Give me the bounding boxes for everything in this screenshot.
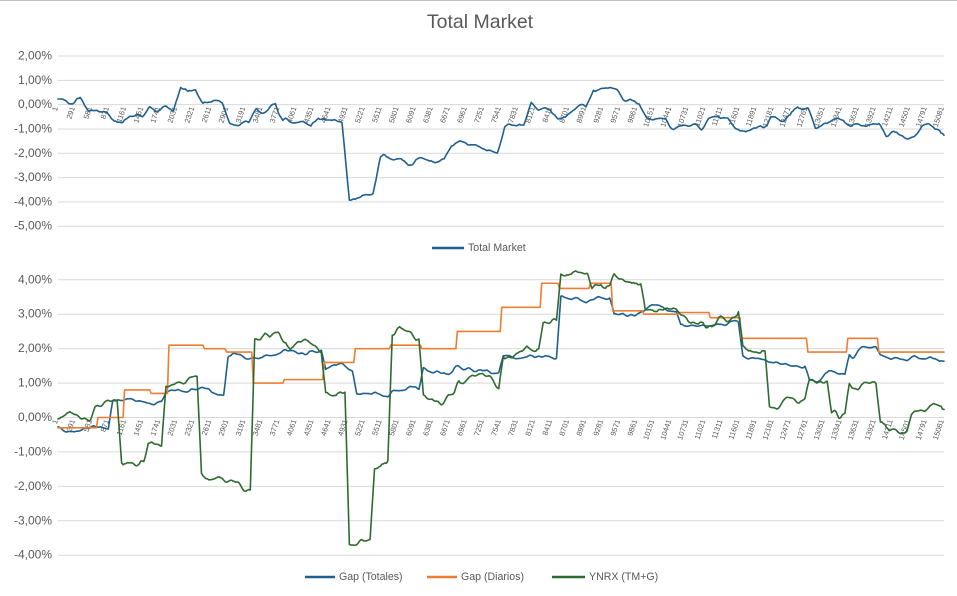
svg-text:YNRX (TM+G): YNRX (TM+G) [589, 571, 658, 583]
svg-text:4061: 4061 [285, 418, 299, 437]
svg-text:7831: 7831 [506, 105, 520, 124]
svg-text:5221: 5221 [353, 418, 367, 437]
svg-text:9571: 9571 [608, 418, 622, 437]
svg-text:1,00%: 1,00% [18, 73, 52, 87]
svg-text:10441: 10441 [658, 418, 673, 441]
svg-text:3,00%: 3,00% [18, 307, 52, 321]
svg-text:12471: 12471 [778, 418, 793, 441]
svg-text:Gap (Totales): Gap (Totales) [339, 571, 403, 583]
svg-text:9861: 9861 [626, 105, 640, 124]
svg-text:4,00%: 4,00% [18, 272, 52, 286]
svg-text:-4,00%: -4,00% [14, 194, 52, 208]
svg-text:4061: 4061 [285, 105, 299, 124]
svg-text:8701: 8701 [557, 105, 571, 124]
svg-text:13341: 13341 [829, 418, 844, 441]
svg-text:13341: 13341 [829, 105, 844, 128]
svg-text:15081: 15081 [931, 418, 946, 441]
svg-text:871: 871 [99, 105, 111, 120]
svg-text:4641: 4641 [319, 418, 333, 437]
svg-text:5511: 5511 [370, 105, 384, 123]
svg-text:5511: 5511 [370, 418, 384, 436]
svg-text:1: 1 [50, 105, 60, 112]
svg-text:6381: 6381 [421, 418, 435, 437]
svg-text:-1,00%: -1,00% [14, 121, 52, 135]
svg-text:14791: 14791 [914, 418, 929, 441]
svg-text:-3,00%: -3,00% [14, 170, 52, 184]
svg-text:10731: 10731 [675, 418, 690, 441]
svg-text:9281: 9281 [591, 105, 605, 124]
svg-text:6961: 6961 [455, 418, 469, 437]
svg-text:6671: 6671 [438, 105, 452, 124]
svg-text:15081: 15081 [931, 105, 946, 128]
svg-text:14501: 14501 [897, 105, 912, 128]
svg-text:6091: 6091 [404, 418, 418, 437]
svg-text:13921: 13921 [863, 418, 878, 441]
svg-text:6381: 6381 [421, 105, 435, 124]
svg-text:581: 581 [82, 105, 94, 120]
svg-text:2,00%: 2,00% [18, 341, 52, 355]
svg-text:2901: 2901 [217, 418, 231, 437]
svg-text:6671: 6671 [438, 418, 452, 437]
svg-text:8701: 8701 [557, 418, 571, 437]
svg-text:2321: 2321 [183, 418, 197, 437]
svg-text:12181: 12181 [761, 418, 776, 441]
svg-text:11891: 11891 [744, 105, 759, 127]
svg-text:13631: 13631 [846, 418, 861, 441]
svg-text:11021: 11021 [693, 418, 708, 440]
svg-text:Gap (Diarios): Gap (Diarios) [461, 571, 524, 583]
svg-text:11601: 11601 [727, 418, 742, 440]
svg-text:Total Market: Total Market [468, 242, 526, 254]
svg-text:11601: 11601 [727, 105, 742, 127]
svg-text:9571: 9571 [608, 105, 622, 124]
svg-text:2031: 2031 [166, 418, 180, 437]
svg-text:2611: 2611 [200, 418, 214, 436]
svg-text:Total Market: Total Market [427, 11, 534, 33]
svg-text:-2,00%: -2,00% [14, 146, 52, 160]
svg-text:3191: 3191 [234, 418, 248, 437]
svg-text:5221: 5221 [353, 105, 367, 124]
svg-text:14211: 14211 [880, 105, 895, 127]
svg-text:7541: 7541 [489, 418, 503, 437]
svg-text:2611: 2611 [200, 105, 214, 123]
svg-text:-2,00%: -2,00% [14, 479, 52, 493]
svg-text:1161: 1161 [115, 418, 129, 436]
svg-text:8411: 8411 [540, 418, 554, 436]
svg-text:12761: 12761 [795, 418, 810, 441]
svg-text:8991: 8991 [574, 418, 588, 437]
svg-text:4931: 4931 [336, 418, 350, 437]
svg-text:6091: 6091 [404, 105, 418, 124]
svg-text:6961: 6961 [455, 105, 469, 124]
svg-text:5801: 5801 [387, 105, 401, 124]
svg-text:0,00%: 0,00% [18, 97, 52, 111]
svg-text:1741: 1741 [148, 418, 162, 437]
svg-text:11311: 11311 [710, 418, 725, 440]
svg-text:4351: 4351 [302, 418, 316, 437]
svg-text:-1,00%: -1,00% [14, 444, 52, 458]
svg-text:12471: 12471 [778, 105, 793, 128]
svg-text:291: 291 [65, 105, 77, 120]
svg-text:4641: 4641 [319, 105, 333, 124]
svg-text:1451: 1451 [131, 418, 145, 437]
svg-text:10151: 10151 [641, 105, 656, 128]
svg-text:2321: 2321 [183, 105, 197, 124]
svg-text:3771: 3771 [268, 418, 282, 437]
svg-text:7831: 7831 [506, 418, 520, 437]
svg-text:9861: 9861 [626, 418, 640, 437]
svg-text:9281: 9281 [591, 418, 605, 437]
svg-text:11891: 11891 [744, 418, 759, 440]
svg-text:-4,00%: -4,00% [14, 548, 52, 562]
svg-text:2,00%: 2,00% [18, 49, 52, 63]
svg-text:7251: 7251 [472, 105, 486, 124]
svg-text:0,00%: 0,00% [18, 410, 52, 424]
svg-text:10441: 10441 [658, 105, 673, 128]
svg-text:8121: 8121 [523, 418, 537, 437]
svg-text:7541: 7541 [489, 105, 503, 124]
svg-text:7251: 7251 [472, 418, 486, 437]
svg-text:10151: 10151 [641, 418, 656, 441]
svg-text:-3,00%: -3,00% [14, 513, 52, 527]
svg-text:13051: 13051 [812, 418, 827, 441]
svg-text:1,00%: 1,00% [18, 376, 52, 390]
svg-text:-5,00%: -5,00% [14, 219, 52, 233]
